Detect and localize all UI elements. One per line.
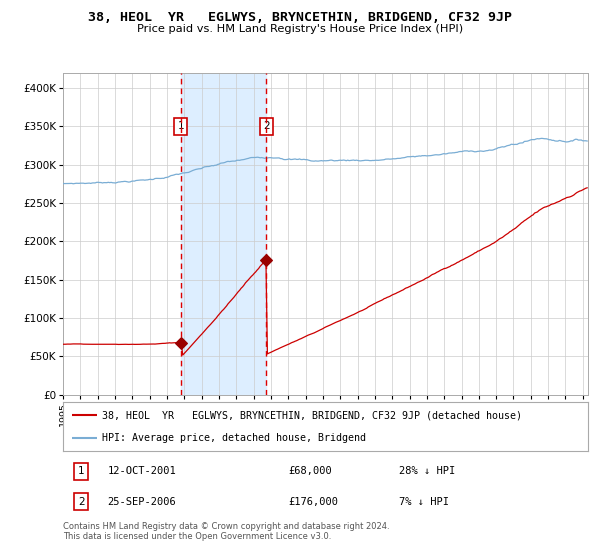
Text: 38, HEOL  YR   EGLWYS, BRYNCETHIN, BRIDGEND, CF32 9JP: 38, HEOL YR EGLWYS, BRYNCETHIN, BRIDGEND… [88,11,512,24]
Text: 25-SEP-2006: 25-SEP-2006 [107,497,176,507]
Text: £68,000: £68,000 [289,466,332,477]
Text: 28% ↓ HPI: 28% ↓ HPI [399,466,455,477]
Text: Price paid vs. HM Land Registry's House Price Index (HPI): Price paid vs. HM Land Registry's House … [137,24,463,34]
Text: 1: 1 [178,122,184,132]
Text: 1: 1 [78,466,85,477]
Text: HPI: Average price, detached house, Bridgend: HPI: Average price, detached house, Brid… [103,433,367,443]
Text: 2: 2 [78,497,85,507]
Bar [181,73,266,395]
Point [176,338,185,347]
Point [262,255,271,264]
Text: 38, HEOL  YR   EGLWYS, BRYNCETHIN, BRIDGEND, CF32 9JP (detached house): 38, HEOL YR EGLWYS, BRYNCETHIN, BRIDGEND… [103,410,523,421]
Text: Contains HM Land Registry data © Crown copyright and database right 2024.
This d: Contains HM Land Registry data © Crown c… [63,522,389,542]
Text: 12-OCT-2001: 12-OCT-2001 [107,466,176,477]
Text: £176,000: £176,000 [289,497,339,507]
Text: 2: 2 [263,122,270,132]
Text: 7% ↓ HPI: 7% ↓ HPI [399,497,449,507]
